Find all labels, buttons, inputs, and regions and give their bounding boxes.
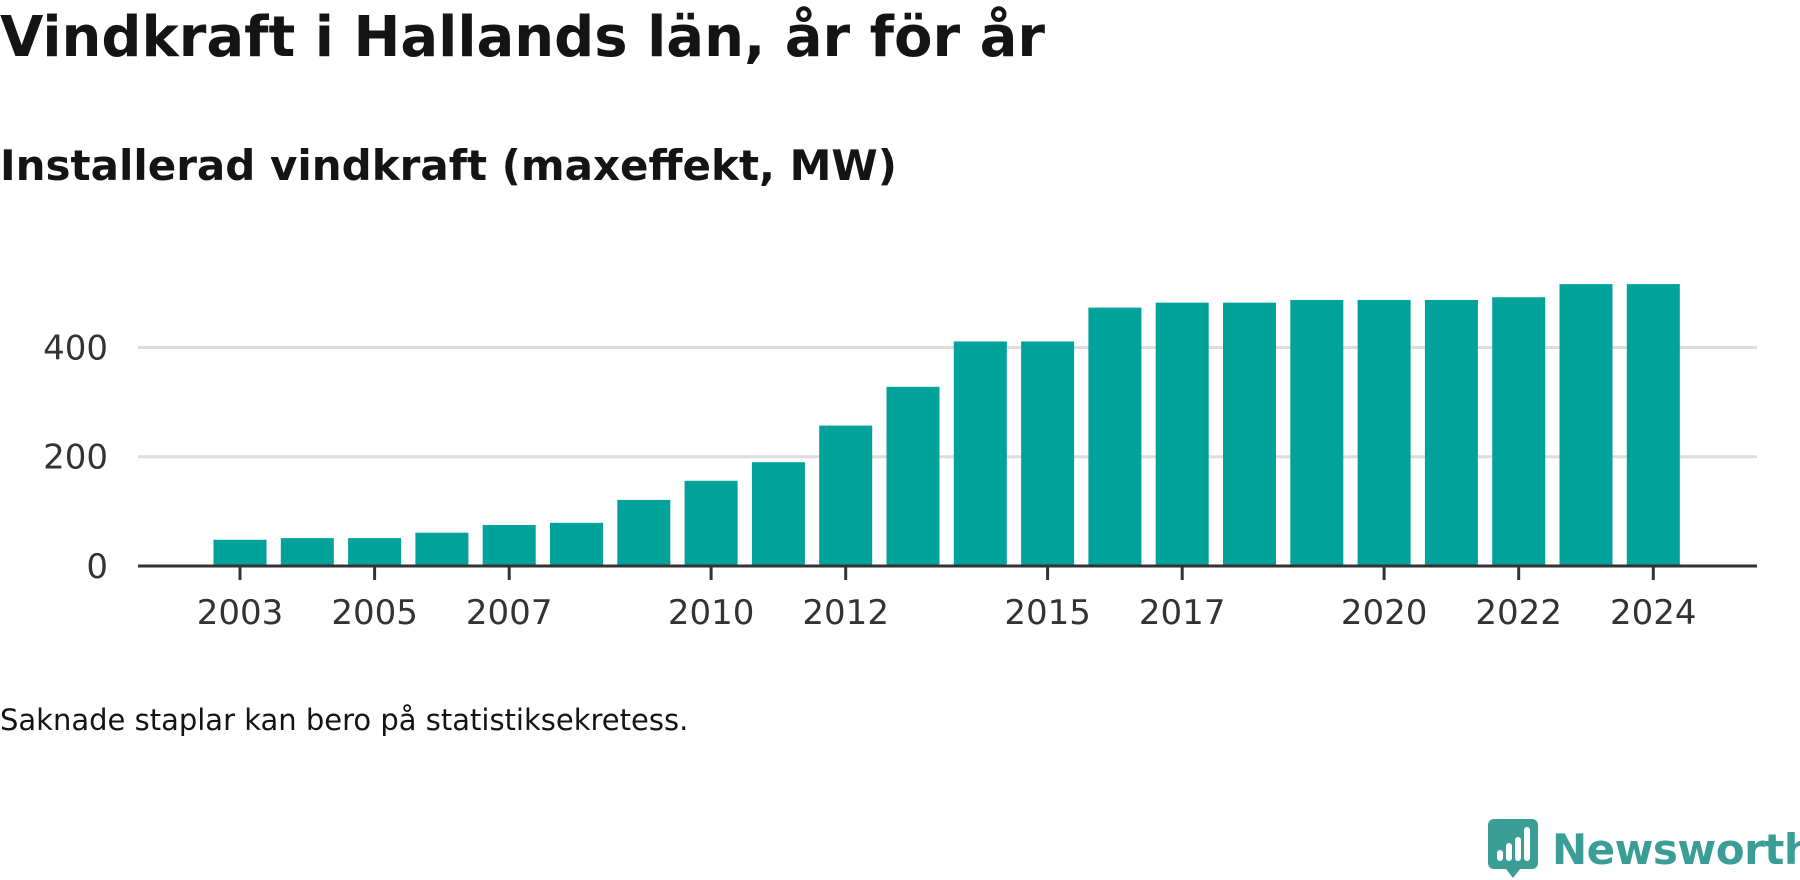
brand-logo: Newsworthy bbox=[1488, 818, 1800, 880]
bar-2011 bbox=[751, 462, 805, 566]
bar-2023 bbox=[1559, 284, 1613, 566]
bar-2013 bbox=[886, 386, 940, 566]
bar-2005 bbox=[348, 538, 402, 566]
x-tick-label: 2012 bbox=[802, 593, 889, 633]
bar-2019 bbox=[1290, 299, 1344, 566]
grid-lines bbox=[138, 345, 1757, 459]
y-tick-label: 200 bbox=[43, 438, 108, 478]
bar-2017 bbox=[1155, 302, 1209, 566]
bar-2007 bbox=[482, 525, 536, 566]
bar-2006 bbox=[415, 532, 469, 566]
x-tick-label: 2020 bbox=[1341, 593, 1428, 633]
x-tick-label: 2007 bbox=[466, 593, 553, 633]
chart-title: Vindkraft i Hallands län, år för år bbox=[0, 5, 1045, 70]
bar-2003 bbox=[213, 539, 267, 566]
x-tick-label: 2017 bbox=[1139, 593, 1226, 633]
bar-chart: 0 200 400 2003 2005 2007 2010 2012 2015 2017 2020 2… bbox=[43, 284, 1757, 633]
axes: 0 200 400 2003 2005 2007 2010 2012 2015 2017 2020 2… bbox=[43, 328, 1757, 633]
bar-2022 bbox=[1492, 297, 1546, 566]
bar-2015 bbox=[1021, 341, 1075, 566]
bars bbox=[213, 284, 1680, 566]
bar-2009 bbox=[617, 499, 671, 566]
bar-2014 bbox=[953, 341, 1007, 566]
bar-2012 bbox=[819, 425, 873, 566]
bar-2004 bbox=[280, 538, 334, 566]
bar-2020 bbox=[1357, 299, 1411, 566]
footnote: Saknade staplar kan bero på statistiksek… bbox=[0, 703, 689, 737]
y-tick-label: 0 bbox=[86, 547, 108, 587]
newsworthy-logo-icon bbox=[1488, 819, 1538, 878]
x-tick-label: 2024 bbox=[1610, 593, 1697, 633]
x-tick-label: 2010 bbox=[668, 593, 755, 633]
bar-2018 bbox=[1223, 302, 1276, 566]
chart-subtitle: Installerad vindkraft (maxeffekt, MW) bbox=[0, 141, 897, 190]
bar-2024 bbox=[1626, 284, 1680, 566]
bar-2021 bbox=[1424, 299, 1478, 566]
bar-2016 bbox=[1088, 307, 1142, 566]
x-tick-label: 2015 bbox=[1004, 593, 1091, 633]
bar-2010 bbox=[684, 480, 738, 566]
x-tick-label: 2005 bbox=[331, 593, 418, 633]
brand-name: Newsworthy bbox=[1552, 824, 1800, 874]
bar-2008 bbox=[550, 522, 603, 566]
x-tick-label: 2003 bbox=[197, 593, 284, 633]
y-tick-label: 400 bbox=[43, 328, 108, 368]
x-tick-label: 2022 bbox=[1475, 593, 1562, 633]
